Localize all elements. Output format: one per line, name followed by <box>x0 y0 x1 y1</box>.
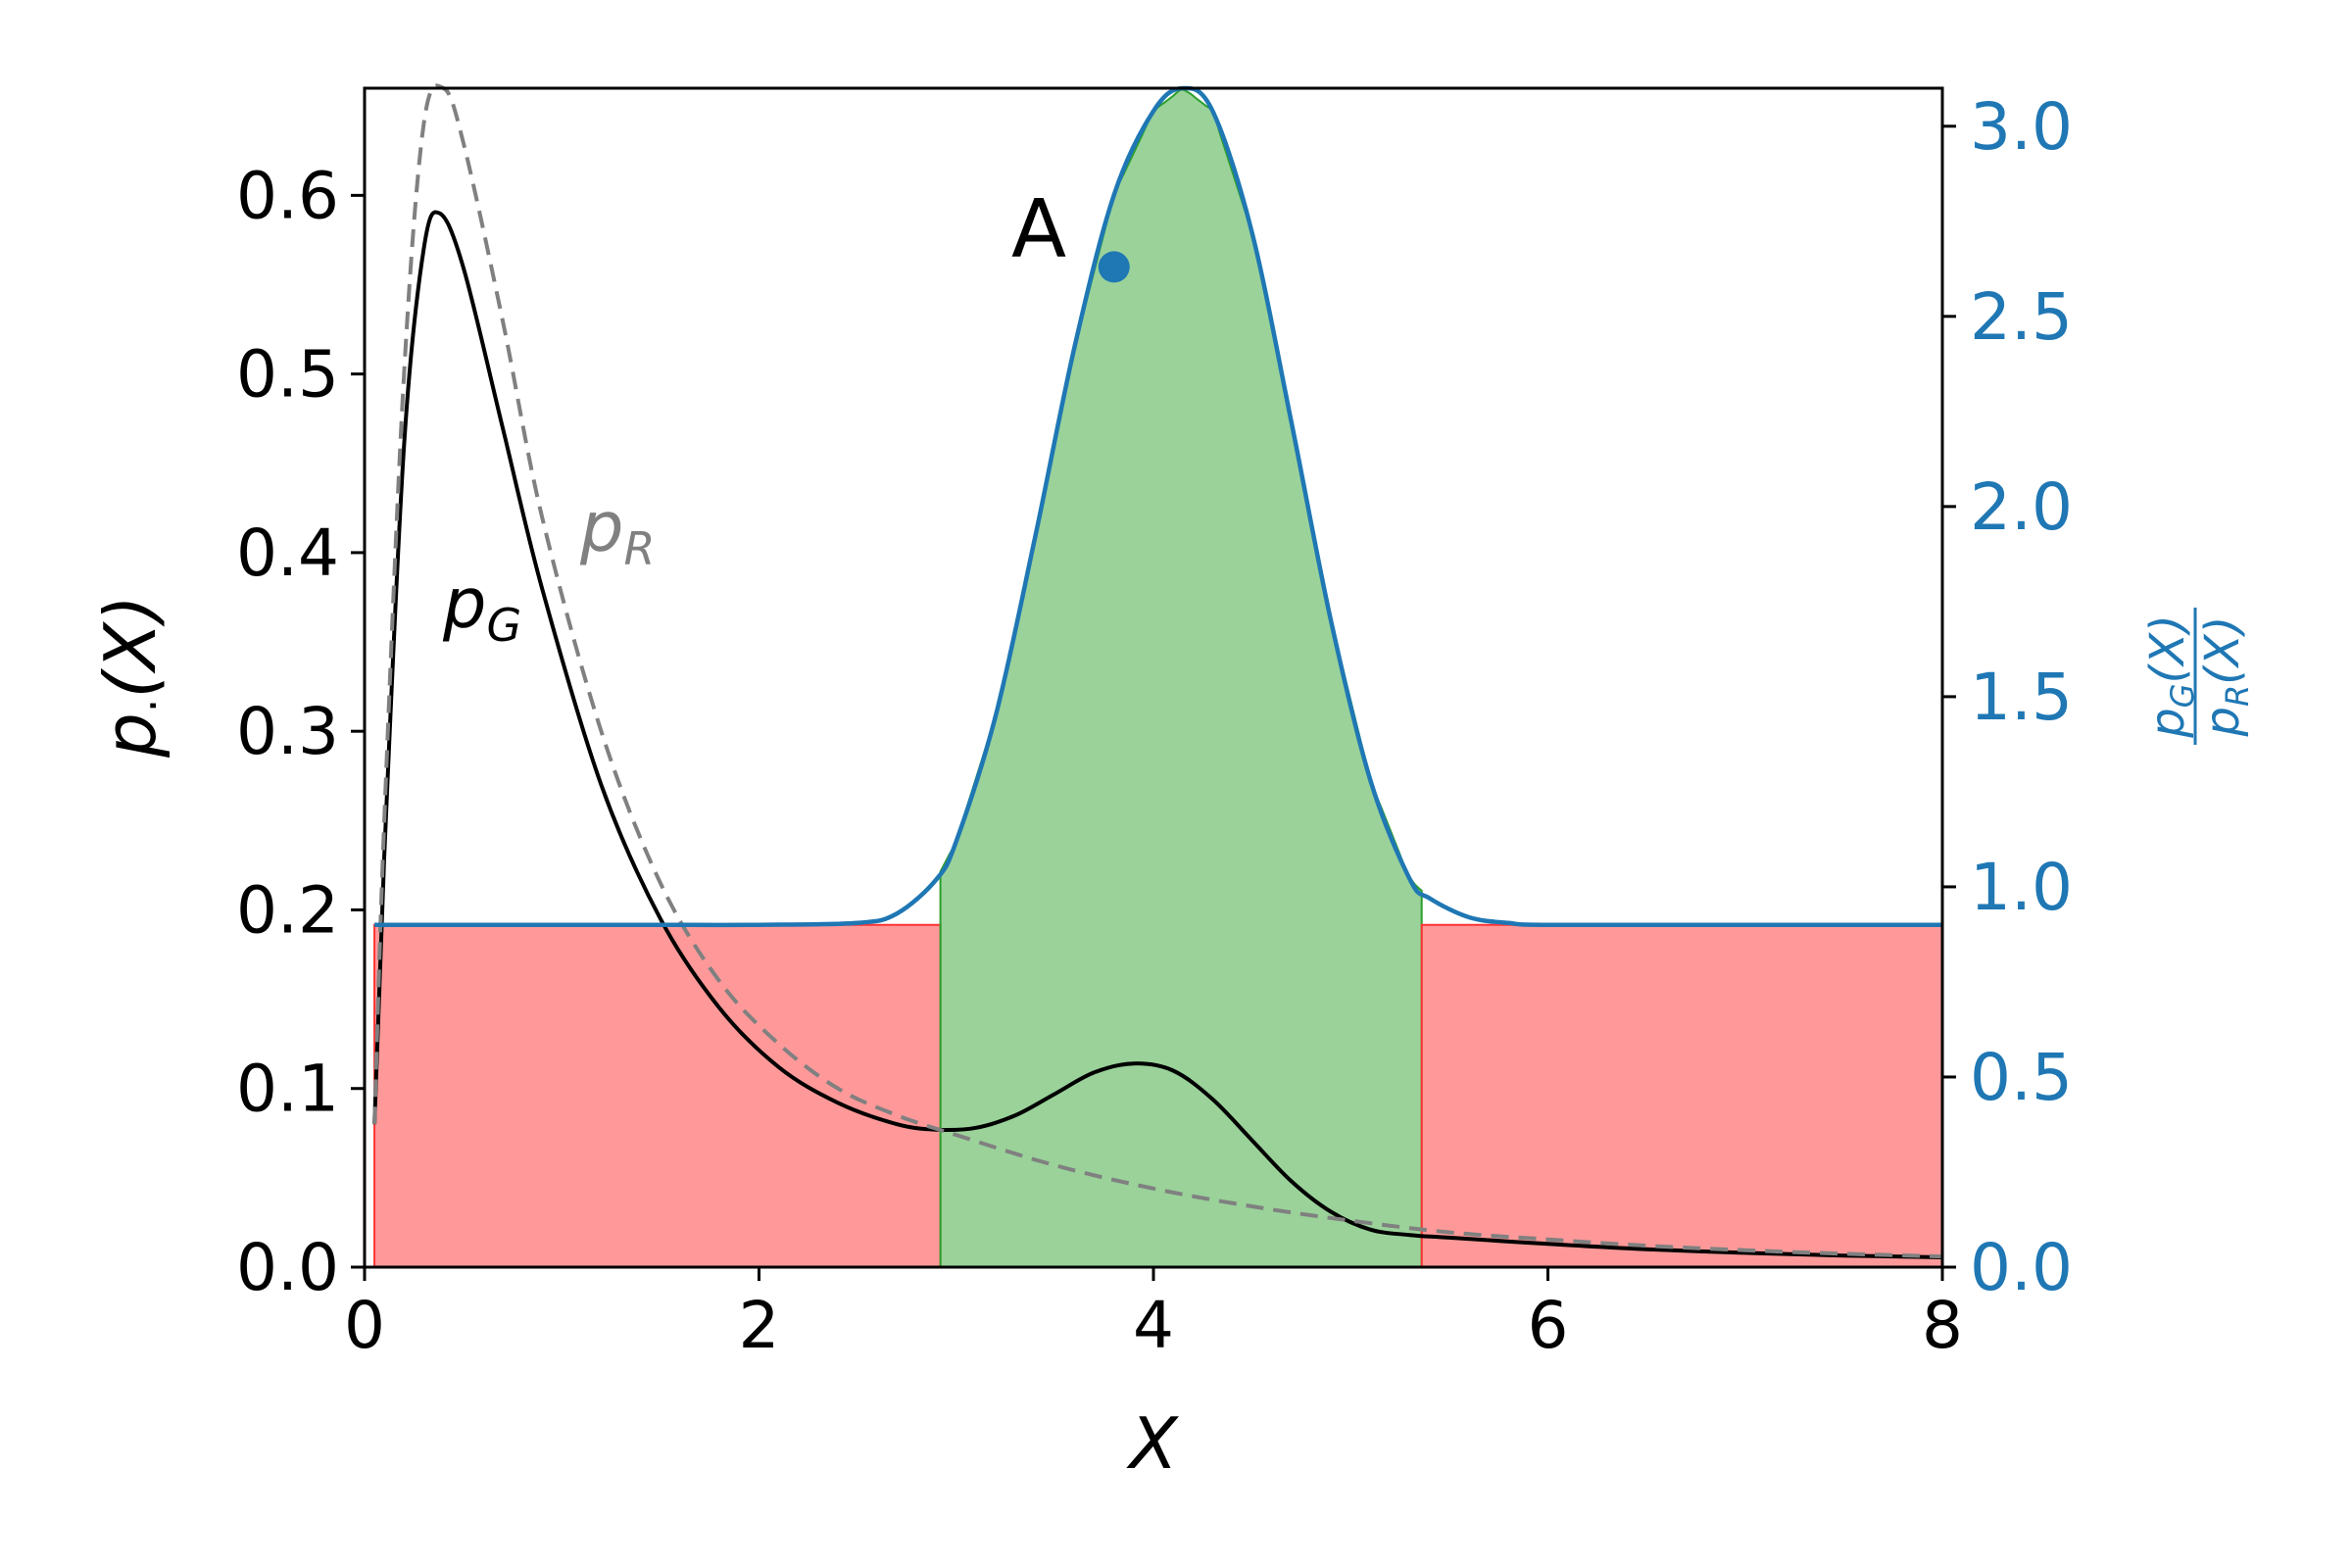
x-axis-label: X <box>1125 1402 1179 1485</box>
y-tick-label: 0.0 <box>236 1230 339 1305</box>
svg-text:pG(X): pG(X) <box>2140 614 2201 739</box>
y-tick-label: 0.4 <box>236 515 339 591</box>
y2-tick-label: 1.0 <box>1970 850 2073 925</box>
y2-tick-label: 1.5 <box>1970 660 2073 735</box>
y2-tick-label: 0.5 <box>1970 1040 2073 1115</box>
y2-tick-label: 3.0 <box>1970 89 2073 165</box>
y-tick-label: 0.6 <box>236 158 339 233</box>
annotation-layer <box>1098 251 1130 283</box>
y-axis-ticks: 0.0 0.1 0.2 0.3 0.4 0.5 0.6 <box>236 158 365 1305</box>
y2-tick-label: 0.0 <box>1970 1230 2073 1305</box>
x-tick-label: 0 <box>344 1288 385 1363</box>
y-axis-label: p·(X) <box>89 595 179 759</box>
y-tick-label: 0.5 <box>236 337 339 413</box>
x-tick-label: 4 <box>1133 1288 1174 1363</box>
x-tick-label: 6 <box>1528 1288 1569 1363</box>
x-axis-ticks: 0 2 4 6 8 <box>344 1267 1963 1363</box>
svg-text:p·(X): p·(X) <box>89 595 179 759</box>
x-tick-label: 2 <box>739 1288 780 1363</box>
point-a-marker <box>1098 251 1130 283</box>
y2-axis-ticks: 0.0 0.5 1.0 1.5 2.0 2.5 3.0 <box>1942 89 2073 1305</box>
region-red-2 <box>1420 923 1943 1268</box>
y-tick-label: 0.2 <box>236 872 339 948</box>
pR-curve <box>372 83 1943 1259</box>
y2-tick-label: 2.0 <box>1970 469 2073 545</box>
plot-curves <box>372 83 1943 1259</box>
pR-curve-label: pR <box>579 487 655 575</box>
x-tick-label: 8 <box>1922 1288 1963 1363</box>
ratio-curve <box>374 85 1942 928</box>
svg-text:pR(X): pR(X) <box>2195 615 2256 737</box>
y2-tick-label: 2.5 <box>1970 279 2073 355</box>
pG-curve-label: pG <box>442 564 521 652</box>
shaded-regions <box>373 88 1943 1268</box>
y-tick-label: 0.1 <box>236 1052 339 1127</box>
pG-curve <box>372 210 1943 1259</box>
point-a-label: A <box>1011 183 1066 276</box>
y-tick-label: 0.3 <box>236 694 339 769</box>
y2-axis-label: pG(X) pR(X) <box>2140 608 2256 745</box>
